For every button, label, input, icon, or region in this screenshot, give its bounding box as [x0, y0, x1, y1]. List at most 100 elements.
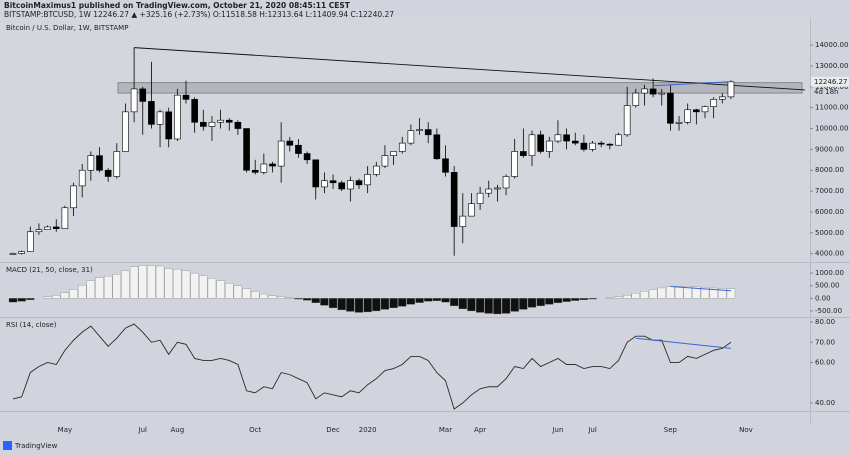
candle-body [554, 134, 562, 142]
candle-body [433, 134, 441, 160]
macd-bar [519, 298, 528, 310]
macd-bar [26, 298, 35, 300]
price-pane [0, 18, 810, 262]
macd-bar [709, 287, 718, 299]
macd-bar [95, 277, 104, 299]
macd-bar [692, 286, 701, 299]
candle-body [130, 88, 138, 113]
y-tick-label: 5000.00 [815, 229, 844, 237]
y-tick-label: 60.00 [815, 358, 835, 366]
macd-bar [78, 285, 87, 299]
y-tick-label: 4000.00 [815, 250, 844, 258]
macd-bar [510, 298, 519, 312]
macd-bar [138, 265, 147, 299]
y-tick-label: 7000.00 [815, 187, 844, 195]
candle-body [208, 121, 216, 127]
candle-body [485, 188, 493, 194]
candle-body [511, 151, 519, 177]
macd-bar [216, 280, 225, 299]
candle-body [589, 142, 596, 150]
candle-body [269, 163, 276, 167]
macd-bar [614, 296, 623, 299]
candle-body [347, 180, 354, 190]
macd-bar [640, 291, 649, 299]
candle-body [407, 130, 415, 144]
macd-bar [242, 288, 251, 299]
macd-bar [155, 265, 165, 299]
macd-bar [207, 277, 217, 299]
price-tag [811, 76, 849, 87]
x-tick-label: May [58, 426, 72, 434]
macd-bar [424, 298, 433, 302]
candle-body [260, 163, 268, 173]
macd-bar [112, 274, 121, 299]
macd-bar [60, 292, 70, 299]
y-tick-label: -500.00 [815, 307, 842, 315]
macd-bar [233, 285, 243, 299]
candle-body [312, 159, 320, 188]
candle-body [225, 119, 233, 123]
macd-bar [181, 270, 191, 299]
macd-bar [268, 295, 277, 299]
macd-bar [588, 298, 597, 300]
candle-body [182, 94, 190, 100]
macd-bar [251, 291, 260, 299]
candle-body [442, 158, 449, 173]
macd-bar [363, 298, 372, 313]
x-tick-label: Sep [664, 426, 678, 434]
macd-bar [380, 298, 390, 310]
macd-bar [69, 289, 78, 299]
macd-bar [432, 298, 442, 302]
divergence-line [635, 337, 732, 349]
candle-body [303, 153, 311, 161]
macd-bar [302, 298, 312, 301]
candle-body [52, 226, 60, 229]
macd-bar [449, 298, 459, 307]
y-tick-label: 1000.00 [815, 269, 844, 277]
candle-body [104, 169, 112, 177]
candle-body [122, 111, 129, 152]
candle-body [606, 143, 614, 146]
macd-bar [467, 298, 476, 312]
y-tick-label: 6000.00 [815, 208, 844, 216]
x-tick-label: Jul [587, 426, 597, 434]
candle-body [718, 96, 726, 100]
x-tick-label: Dec [326, 426, 340, 434]
candle-body [18, 251, 25, 254]
macd-bar [666, 286, 675, 299]
pane-title: Bitcoin / U.S. Dollar, 1W, BITSTAMP [6, 24, 128, 32]
candle-body [450, 172, 458, 227]
macd-bar [441, 298, 450, 303]
macd-bar [726, 288, 736, 299]
candle-body [277, 140, 285, 167]
macd-bar [354, 298, 364, 313]
y-tick-label: 500.00 [815, 282, 840, 290]
macd-bar [190, 272, 199, 299]
publisher: BitcoinMaximus1 published on TradingView… [4, 1, 351, 10]
macd-bar [285, 297, 294, 299]
candle-body [355, 180, 363, 186]
macd-bar [475, 298, 485, 313]
macd-bar [104, 275, 113, 299]
x-tick-label: 2020 [359, 426, 377, 434]
macd-bar [389, 298, 398, 309]
candle-body [580, 142, 588, 150]
logo: TradingView [14, 442, 58, 450]
x-tick-label: Apr [474, 426, 486, 434]
macd-bar [147, 265, 156, 299]
last-price-label: 12246.27 [814, 78, 847, 86]
countdown: 4d 18h [814, 88, 838, 96]
candle-body [139, 88, 147, 102]
rsi-line [12, 323, 732, 410]
candle-body [632, 92, 640, 106]
candle-body [459, 215, 467, 227]
x-tick-label: Oct [249, 426, 261, 434]
candle-body [286, 140, 294, 146]
macd-bar [311, 298, 320, 304]
macd-bar [328, 298, 338, 309]
macd-bar [43, 296, 52, 299]
macd-bar [415, 298, 424, 303]
candle-body [424, 129, 432, 136]
trendline [134, 47, 806, 91]
